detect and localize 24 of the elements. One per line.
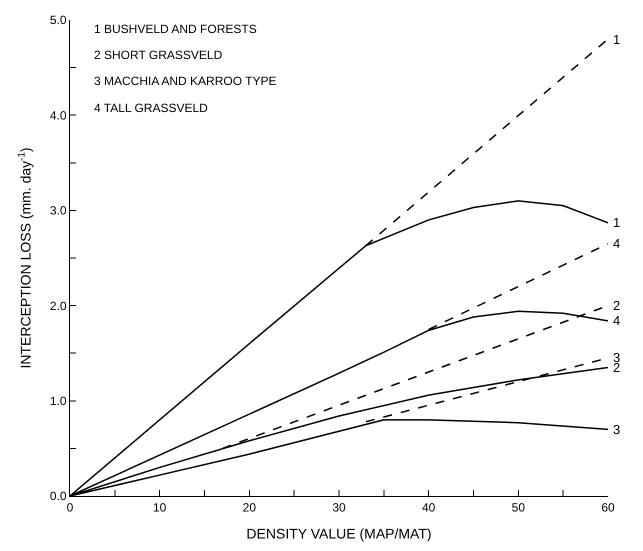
series-label: 3 bbox=[613, 422, 620, 437]
x-tick-label: 40 bbox=[422, 500, 436, 514]
series-label: 2 bbox=[613, 298, 620, 313]
annotation: 1 BUSHVELD AND FORESTS bbox=[94, 22, 257, 36]
series-label: 4 bbox=[613, 236, 620, 251]
series-label: 1 bbox=[613, 32, 620, 47]
x-tick-label: 50 bbox=[512, 500, 526, 514]
x-tick-label: 0 bbox=[66, 500, 74, 514]
annotation: 4 TALL GRASSVELD bbox=[94, 101, 208, 115]
y-tick-label: 2.0 bbox=[50, 298, 67, 313]
series-label: 4 bbox=[613, 313, 620, 328]
annotation: 2 SHORT GRASSVELD bbox=[94, 48, 223, 62]
x-tick-label: 10 bbox=[152, 500, 167, 514]
y-tick-label: 1.0 bbox=[50, 394, 67, 408]
annotation: 3 MACCHIA AND KARROO TYPE bbox=[94, 74, 276, 88]
y-tick-label: 4.0 bbox=[50, 108, 67, 122]
x-tick-label: 60 bbox=[601, 500, 615, 514]
x-tick-label: 30 bbox=[332, 500, 346, 514]
series-label: 1 bbox=[613, 215, 620, 230]
x-axis-title: DENSITY VALUE (MAP/MAT) bbox=[246, 526, 432, 542]
y-tick-label: 5.0 bbox=[50, 13, 67, 28]
y-tick-label: 3.0 bbox=[50, 204, 67, 218]
y-tick-label: 0.0 bbox=[50, 489, 67, 504]
x-tick-label: 20 bbox=[242, 500, 256, 514]
